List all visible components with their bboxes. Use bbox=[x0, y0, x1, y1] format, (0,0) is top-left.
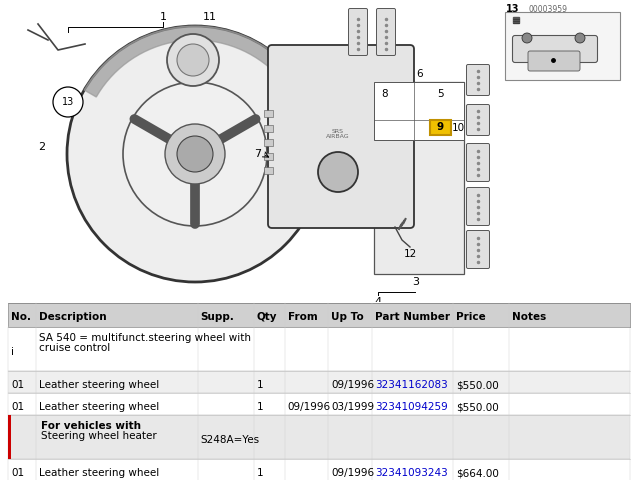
Bar bbox=[264, 125, 273, 132]
Text: 13: 13 bbox=[62, 97, 74, 107]
FancyBboxPatch shape bbox=[467, 144, 490, 181]
FancyBboxPatch shape bbox=[467, 188, 490, 226]
Text: 32341093243: 32341093243 bbox=[375, 468, 447, 478]
FancyBboxPatch shape bbox=[467, 230, 490, 268]
Text: 03/1999: 03/1999 bbox=[332, 402, 374, 412]
Text: Part Number: Part Number bbox=[375, 312, 450, 323]
Text: 09/1996: 09/1996 bbox=[332, 380, 374, 390]
Text: SA 540 = multifunct.steering wheel with: SA 540 = multifunct.steering wheel with bbox=[39, 333, 251, 343]
Text: 4: 4 bbox=[374, 297, 381, 307]
Text: cruise control: cruise control bbox=[39, 343, 110, 353]
Text: S248A=Yes: S248A=Yes bbox=[201, 435, 260, 445]
Text: 1: 1 bbox=[257, 402, 263, 412]
Text: Description: Description bbox=[39, 312, 107, 323]
Text: $550.00: $550.00 bbox=[456, 402, 499, 412]
Circle shape bbox=[165, 124, 225, 184]
Circle shape bbox=[67, 26, 323, 282]
Text: From: From bbox=[288, 312, 317, 323]
Bar bbox=[264, 139, 273, 146]
Bar bbox=[374, 82, 464, 274]
FancyBboxPatch shape bbox=[376, 9, 396, 56]
FancyBboxPatch shape bbox=[268, 45, 414, 228]
Text: 13: 13 bbox=[506, 4, 520, 14]
Text: 01: 01 bbox=[11, 380, 24, 390]
Text: 1: 1 bbox=[159, 12, 166, 22]
Text: Leather steering wheel: Leather steering wheel bbox=[39, 468, 159, 478]
Circle shape bbox=[123, 82, 267, 226]
Text: i: i bbox=[11, 348, 14, 357]
Text: 01: 01 bbox=[11, 402, 24, 412]
FancyBboxPatch shape bbox=[467, 64, 490, 96]
Circle shape bbox=[522, 33, 532, 43]
Circle shape bbox=[318, 152, 358, 192]
FancyBboxPatch shape bbox=[429, 120, 451, 134]
Text: 01: 01 bbox=[11, 468, 24, 478]
Text: 5: 5 bbox=[436, 89, 444, 99]
Bar bbox=[264, 167, 273, 174]
FancyBboxPatch shape bbox=[513, 36, 598, 62]
Text: 3: 3 bbox=[413, 277, 419, 287]
Text: Up To: Up To bbox=[332, 312, 364, 323]
Bar bbox=[8, 303, 630, 327]
Text: 12: 12 bbox=[403, 249, 417, 259]
Bar bbox=[8, 393, 630, 415]
FancyBboxPatch shape bbox=[349, 9, 367, 56]
Text: No.: No. bbox=[11, 312, 31, 323]
Text: Leather steering wheel: Leather steering wheel bbox=[39, 402, 159, 412]
Text: $550.00: $550.00 bbox=[456, 380, 499, 390]
Bar bbox=[264, 110, 273, 117]
Text: $664.00: $664.00 bbox=[456, 468, 499, 478]
Bar bbox=[8, 415, 11, 459]
Bar bbox=[8, 415, 630, 459]
Text: Supp.: Supp. bbox=[201, 312, 235, 323]
Bar bbox=[374, 82, 464, 140]
Text: Notes: Notes bbox=[512, 312, 546, 323]
Text: 10: 10 bbox=[451, 123, 465, 133]
Text: Price: Price bbox=[456, 312, 486, 323]
Circle shape bbox=[53, 87, 83, 117]
Text: 09/1996: 09/1996 bbox=[288, 402, 331, 412]
Bar bbox=[505, 12, 620, 80]
Text: 00003959: 00003959 bbox=[529, 4, 568, 13]
Text: 1: 1 bbox=[257, 380, 263, 390]
Text: 32341162083: 32341162083 bbox=[375, 380, 447, 390]
Bar bbox=[264, 153, 273, 160]
Text: 9: 9 bbox=[436, 122, 444, 132]
Bar bbox=[8, 371, 630, 393]
Text: Qty: Qty bbox=[257, 312, 277, 323]
Text: 6: 6 bbox=[417, 69, 423, 79]
Text: 8: 8 bbox=[381, 89, 388, 99]
Text: 2: 2 bbox=[38, 142, 45, 152]
Text: 09/1996: 09/1996 bbox=[332, 468, 374, 478]
Circle shape bbox=[177, 136, 213, 172]
Text: 7: 7 bbox=[255, 149, 262, 159]
Bar bbox=[8, 327, 630, 371]
Bar bbox=[8, 459, 630, 480]
Text: 32341094259: 32341094259 bbox=[375, 402, 447, 412]
FancyBboxPatch shape bbox=[528, 51, 580, 71]
Text: For vehicles with: For vehicles with bbox=[41, 421, 141, 431]
FancyBboxPatch shape bbox=[467, 105, 490, 135]
Text: SRS
AIRBAG: SRS AIRBAG bbox=[326, 129, 350, 139]
Polygon shape bbox=[84, 26, 306, 97]
Text: 11: 11 bbox=[203, 12, 217, 22]
Text: Leather steering wheel: Leather steering wheel bbox=[39, 380, 159, 390]
Circle shape bbox=[167, 34, 219, 86]
Circle shape bbox=[177, 44, 209, 76]
Text: Steering wheel heater: Steering wheel heater bbox=[41, 431, 157, 441]
Text: 1: 1 bbox=[257, 468, 263, 478]
Circle shape bbox=[575, 33, 585, 43]
